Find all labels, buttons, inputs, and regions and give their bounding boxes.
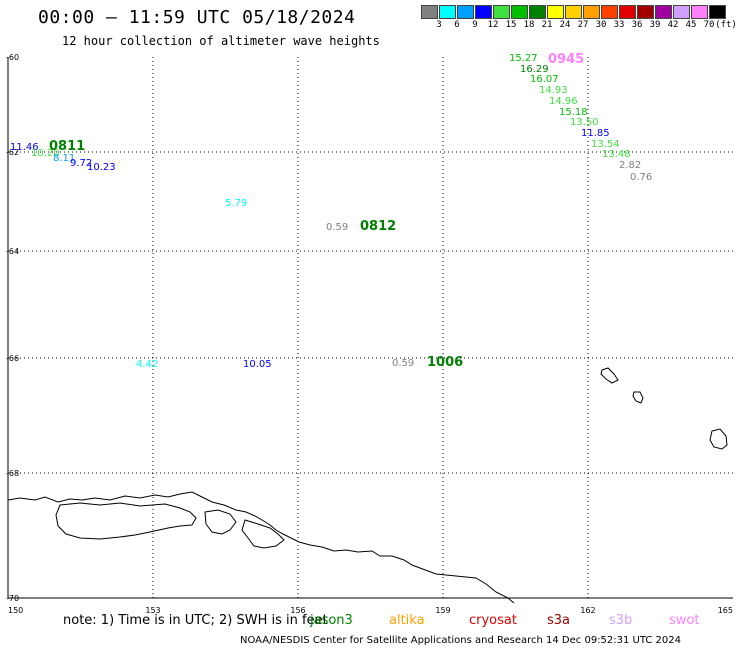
pass-time-label: 0811: [49, 139, 85, 154]
credit-line: NOAA/NESDIS Center for Satellite Applica…: [240, 635, 682, 646]
wave-height-label: 10.23: [87, 162, 116, 173]
x-tick-label: 156: [290, 606, 305, 615]
x-tick-label: 153: [145, 606, 160, 615]
observations-layer: 094515.2716.2916.0714.9314.9615.1813.501…: [10, 52, 652, 370]
y-tick-label: -66: [6, 354, 19, 363]
legend-swatch: [529, 5, 546, 19]
legend-swatch: [493, 5, 510, 19]
pass-time-label: 0945: [548, 52, 584, 67]
x-tick-label: 165: [718, 606, 733, 615]
wave-height-label: 14.96: [549, 96, 578, 107]
satellite-label-altika: altika: [389, 613, 425, 628]
satellite-label-cryosat: cryosat: [469, 613, 517, 628]
legend-label: 3: [436, 20, 442, 30]
legend-swatch: [619, 5, 636, 19]
island-2: [632, 391, 644, 404]
wave-height-label: 16.29: [520, 64, 549, 75]
legend-label: 27: [577, 20, 589, 30]
wave-height-label: 0.59: [392, 358, 414, 369]
wave-height-label: 2.82: [619, 160, 641, 171]
legend-label: 15: [505, 20, 517, 30]
legend-swatch: [655, 5, 672, 19]
x-tick-label: 159: [435, 606, 450, 615]
legend-label: 70: [703, 20, 715, 30]
legend-swatch: [601, 5, 618, 19]
x-tick-label: 150: [8, 606, 23, 615]
legend-unit: (ft): [715, 20, 737, 30]
wave-height-label: 9.72: [70, 158, 92, 169]
satellite-label-s3a: s3a: [547, 613, 571, 628]
coastline-bay: [204, 509, 237, 535]
wave-height-label: 14.93: [539, 85, 568, 96]
legend-swatch: [565, 5, 582, 19]
legend-swatch: [637, 5, 654, 19]
legend-swatch: [421, 5, 438, 19]
y-tick-label: -62: [6, 148, 19, 157]
legend-swatch: [457, 5, 474, 19]
color-legend: [421, 5, 727, 19]
legend-label: 42: [667, 20, 679, 30]
legend-label: 24: [559, 20, 571, 30]
page-title: 00:00 – 11:59 UTC 05/18/2024: [38, 7, 356, 28]
wave-height-label: 5.79: [225, 198, 247, 209]
wave-height-label: 16.07: [530, 74, 559, 85]
legend-swatch: [439, 5, 456, 19]
legend-swatch: [709, 5, 726, 19]
satellite-label-swot: swot: [669, 613, 700, 628]
legend-label: 39: [649, 20, 661, 30]
legend-label: 45: [685, 20, 697, 30]
footer-note: note: 1) Time is in UTC; 2) SWH is in fe…: [63, 613, 328, 628]
legend-label: 18: [523, 20, 535, 30]
wave-height-label: 8.11: [53, 153, 75, 164]
legend-label: 21: [541, 20, 553, 30]
page-subtitle: 12 hour collection of altimeter wave hei…: [62, 34, 380, 48]
legend-label: 12: [487, 20, 499, 30]
wave-height-label: 15.18: [559, 107, 588, 118]
wave-height-label: 11.85: [581, 128, 610, 139]
pass-time-label: 1006: [427, 355, 463, 370]
axis-tick-labels: 150 153 156 159 162 165 -60 -62 -64 -66 -68 -70: [6, 53, 733, 615]
coastline-peninsula: [55, 502, 197, 540]
legend-label: 36: [631, 20, 643, 30]
legend-swatch: [475, 5, 492, 19]
map-grid: [7, 57, 733, 599]
satellite-label-jason3: jason3: [310, 613, 353, 628]
legend-swatch: [673, 5, 690, 19]
legend-label: 9: [472, 20, 478, 30]
y-tick-label: -70: [6, 594, 19, 603]
wave-height-label: 13.54: [591, 139, 620, 150]
legend-label: 33: [613, 20, 625, 30]
wave-height-label: 0.76: [630, 172, 652, 183]
legend-swatch: [547, 5, 564, 19]
satellite-label-s3b: s3b: [609, 613, 633, 628]
legend-swatch: [691, 5, 708, 19]
legend-swatch: [511, 5, 528, 19]
wave-height-label: 11.46: [10, 142, 39, 153]
wave-height-label: 13.50: [570, 117, 599, 128]
wave-height-label: 4.42: [136, 359, 158, 370]
legend-label: 30: [595, 20, 607, 30]
y-tick-label: -68: [6, 469, 19, 478]
wave-height-label: 0.59: [326, 222, 348, 233]
wave-height-label: 10.05: [243, 359, 272, 370]
y-tick-label: -64: [6, 247, 19, 256]
pass-time-label: 0812: [360, 219, 396, 234]
legend-swatch: [583, 5, 600, 19]
island-1: [600, 367, 619, 384]
wave-height-label: 15.27: [509, 53, 538, 64]
legend-label: 6: [454, 20, 460, 30]
coastline-inlet: [241, 519, 285, 549]
x-tick-label: 162: [580, 606, 595, 615]
coastline-antarctica: [7, 491, 515, 604]
y-tick-label: -60: [6, 53, 19, 62]
wave-height-label: 10.20: [31, 148, 60, 159]
island-3: [709, 428, 728, 450]
wave-height-label: 13.48: [602, 149, 631, 160]
